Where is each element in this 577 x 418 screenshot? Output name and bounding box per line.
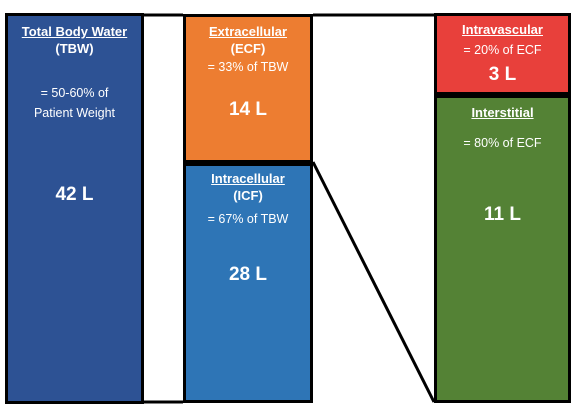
icf-abbr: (ICF) [233,188,263,203]
icf-note: = 67% of TBW [207,212,289,226]
interstitial-title: Interstitial [471,105,534,120]
intravascular-volume: 3 L [488,64,517,85]
ecf-volume: 14 L [228,99,268,120]
intravascular-note: = 20% of ECF [463,43,542,57]
ecf-note: = 33% of TBW [207,60,289,74]
intravascular-title: Intravascular [462,22,543,37]
tbw-note-line1: = 50-60% of [40,86,109,100]
interstitial-note: = 80% of ECF [463,136,542,150]
tbw-title: Total Body Water [21,24,128,39]
intravascular-box: Intravascular = 20% of ECF 3 L [434,13,571,95]
tbw-note-line2: Patient Weight [33,106,116,120]
ecf-title: Extracellular [208,24,288,39]
interstitial-box: Interstitial = 80% of ECF 11 L [434,95,571,403]
tbw-abbr: (TBW) [55,41,94,56]
tbw-volume: 42 L [55,184,94,205]
ecf-to-interstitial-connector [311,161,436,403]
total-body-water-box: Total Body Water (TBW) = 50-60% of Patie… [5,13,144,404]
icf-title: Intracellular [211,171,285,186]
interstitial-volume: 11 L [484,204,521,225]
intracellular-box: Intracellular (ICF) = 67% of TBW 28 L [183,163,313,403]
icf-volume: 28 L [228,264,268,285]
extracellular-box: Extracellular (ECF) = 33% of TBW 14 L [183,14,313,163]
ecf-abbr: (ECF) [230,41,266,56]
